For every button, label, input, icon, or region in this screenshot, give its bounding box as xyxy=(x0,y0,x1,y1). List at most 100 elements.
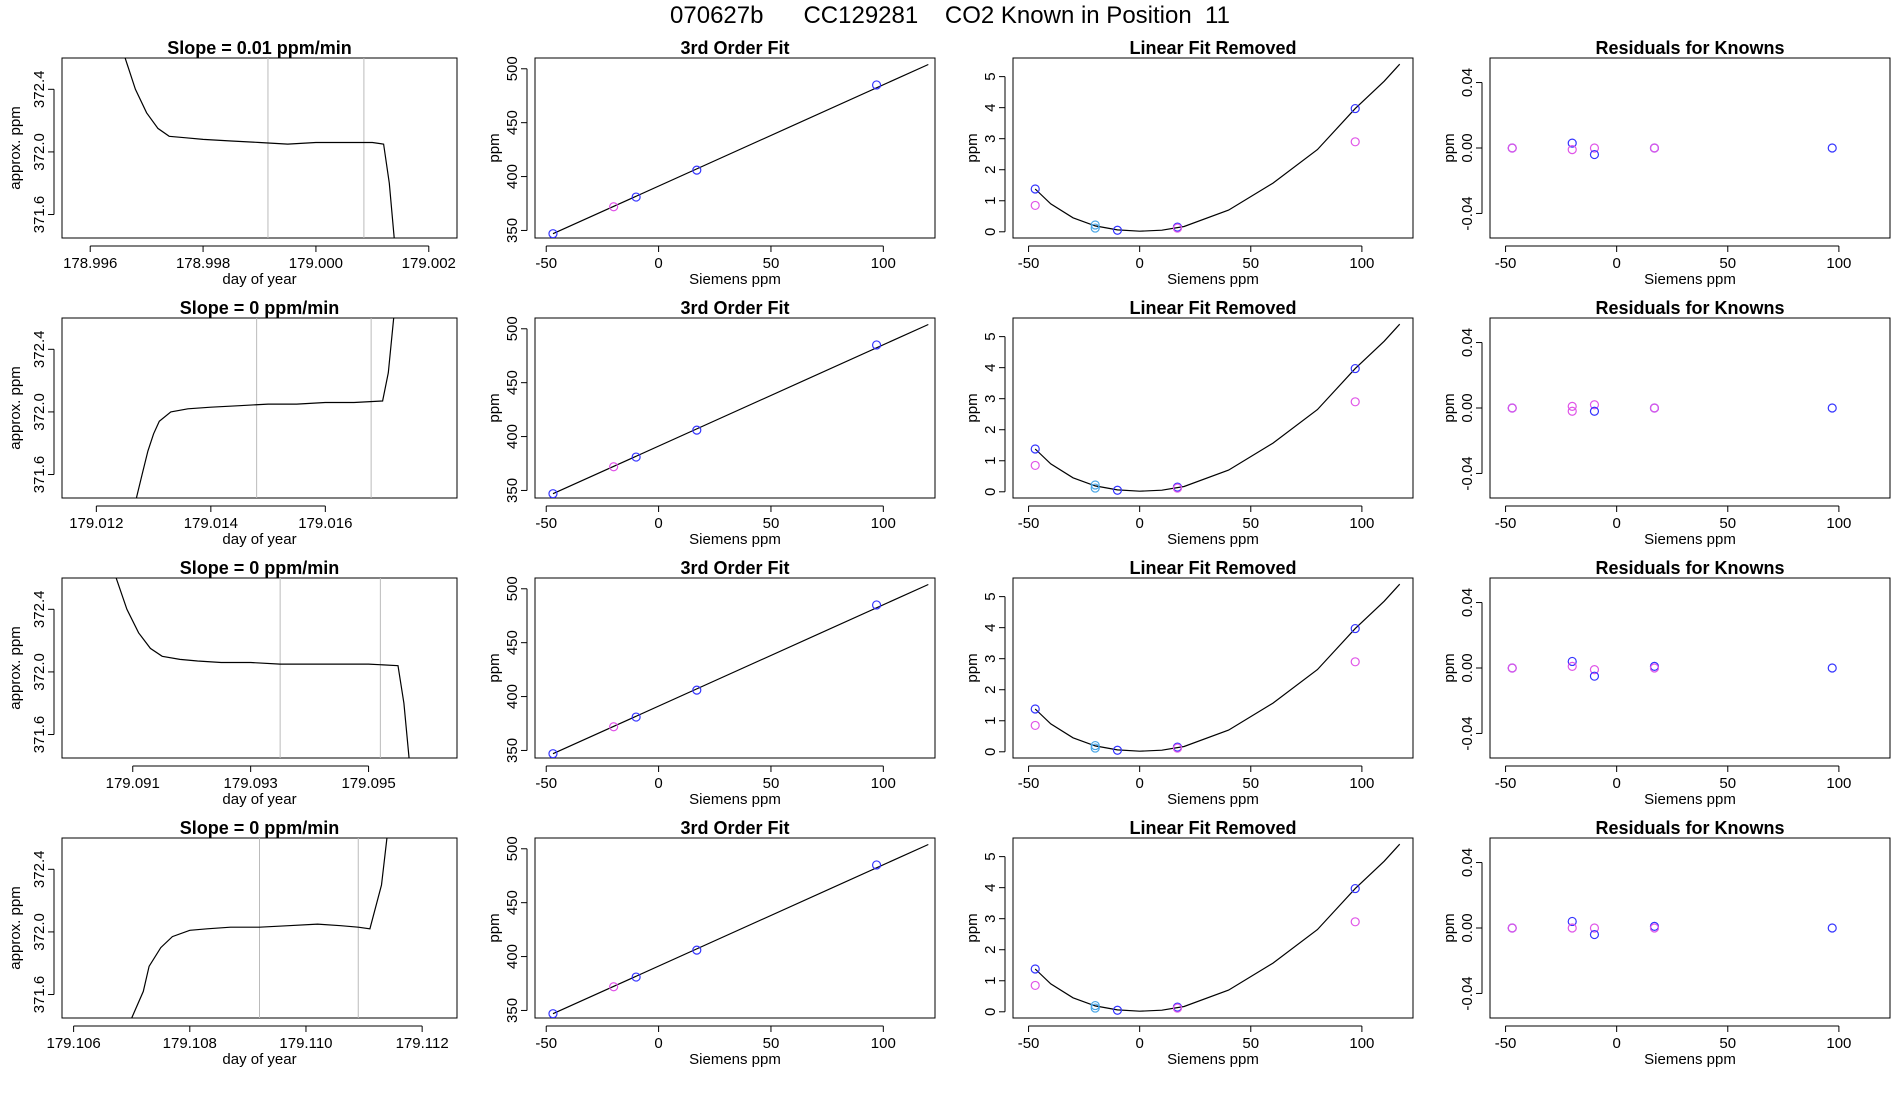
panel-3-2-data-point xyxy=(548,749,558,758)
panel-4-1-title: Slope = 0 ppm/min xyxy=(180,818,340,838)
panel-3-1-ytick-label: 371.6 xyxy=(31,716,48,754)
panel-2-1-xtick-label: 179.012 xyxy=(69,515,123,532)
panel-3-1-xtick-label: 179.093 xyxy=(224,775,278,792)
panel-3-3-data-point xyxy=(1112,745,1123,755)
panel-3-4-data-point xyxy=(1827,663,1837,673)
panel-1-3-title: Linear Fit Removed xyxy=(1129,38,1296,58)
panel-3-4-xtick-label: 100 xyxy=(1826,775,1851,792)
panel-4-4-data-point xyxy=(1507,923,1517,933)
panel-2-3-data-point xyxy=(1350,397,1360,407)
panel-1-3-ytick-label: 3 xyxy=(982,135,999,143)
panel-1-4-data-point xyxy=(1507,143,1517,153)
panel-3-3-ytick-label: 5 xyxy=(982,592,999,600)
panel-4-3-xtick-label: -50 xyxy=(1018,1035,1040,1052)
panel-2-1-xtick-label: 179.016 xyxy=(298,515,352,532)
panel-2-3-xtick-label: -50 xyxy=(1018,515,1040,532)
panel-3-3-title: Linear Fit Removed xyxy=(1129,558,1296,578)
panel-4-2-ylabel: ppm xyxy=(486,913,503,942)
panel-4-1-ytick-label: 371.6 xyxy=(31,976,48,1014)
panel-1-4-data-point xyxy=(1649,143,1660,153)
panel-3-2-xtick-label: 0 xyxy=(654,775,662,792)
panel-1-3-data-point xyxy=(1350,137,1360,147)
panel-3-3-xtick-label: 100 xyxy=(1349,775,1374,792)
panel-2-2-data-point xyxy=(609,462,619,472)
panel-1-2-data-point xyxy=(609,202,619,212)
panel-2-4-xtick-label: 0 xyxy=(1612,515,1620,532)
panel-3-4-data-point xyxy=(1507,663,1517,673)
panel-1-3-data-point xyxy=(1350,103,1360,114)
panel-3-4-data-point xyxy=(1589,671,1600,681)
panel-2-1-series-line xyxy=(135,318,395,498)
panel-1-3-ytick-label: 0 xyxy=(982,228,999,236)
panel-1-1-ytick-label: 372.4 xyxy=(31,71,48,109)
panel-4-4-data-point xyxy=(1649,923,1660,933)
panel-2-2-ytick-label: 350 xyxy=(504,478,521,503)
panel-3-3-data-point xyxy=(1090,743,1100,753)
panel-1-3-ytick-label: 1 xyxy=(982,197,999,205)
panel-3-2-data-point xyxy=(631,712,641,722)
panel-3-2-frame xyxy=(534,577,936,759)
panel-2-3-series-line xyxy=(1034,323,1401,492)
panel-2-1-ytick-label: 371.6 xyxy=(31,456,48,494)
panel-4-1-series-line xyxy=(131,838,388,1018)
figure-title: 070627b CC129281 CO2 Known in Position 1… xyxy=(670,2,1230,29)
panel-2-4-xtick-label: 50 xyxy=(1719,515,1736,532)
panel-1-1-series-line xyxy=(124,58,395,238)
panel-4-3-data-point xyxy=(1172,1003,1183,1013)
panel-3-2-ylabel: ppm xyxy=(486,653,503,682)
panel-4-3-ytick-label: 5 xyxy=(982,852,999,860)
panel-4-3-series-line xyxy=(1034,843,1401,1012)
panel-4-3-xtick-label: 100 xyxy=(1349,1035,1374,1052)
panel-3-4-ylabel: ppm xyxy=(1441,653,1458,682)
panel-4-3-ytick-label: 1 xyxy=(982,977,999,985)
panel-3-1-xtick-label: 179.095 xyxy=(341,775,395,792)
panel-1-1-xtick-label: 178.996 xyxy=(63,255,117,272)
panel-3-4-ytick-label: 0.04 xyxy=(1459,588,1476,617)
panel-2-3-data-point xyxy=(1030,444,1040,454)
panel-3-3-series-line xyxy=(1034,583,1401,752)
panel-3-4-ytick-label: -0.04 xyxy=(1459,716,1476,750)
panel-2-1-xlabel: day of year xyxy=(222,531,296,548)
panel-4-3-data-point xyxy=(1090,1003,1100,1013)
panel-4-3-data-point xyxy=(1350,917,1360,927)
panel-2-2-xtick-label: 0 xyxy=(654,515,662,532)
panel-4-2-xtick-label: 100 xyxy=(871,1035,896,1052)
panel-4-4-ylabel: ppm xyxy=(1441,913,1458,942)
panel-2-4-frame xyxy=(1489,317,1891,499)
panel-1-1-xtick-label: 179.002 xyxy=(402,255,456,272)
panel-1-2-ytick-label: 450 xyxy=(504,110,521,135)
panel-2-2-title: 3rd Order Fit xyxy=(680,298,789,318)
panel-2-2-series-line xyxy=(552,323,929,495)
panel-3-4-xtick-label: -50 xyxy=(1495,775,1517,792)
panel-1-4-data-point xyxy=(1567,145,1577,155)
panel-3-3-data-point xyxy=(1350,657,1360,667)
panel-2-3-xtick-label: 50 xyxy=(1242,515,1259,532)
panel-1-3-data-point xyxy=(1030,200,1040,211)
panel-1-3-ylabel: ppm xyxy=(964,133,981,162)
panel-1-1-title: Slope = 0.01 ppm/min xyxy=(167,38,352,58)
panel-1-1-ytick-label: 371.6 xyxy=(31,196,48,234)
panel-3-3-ylabel: ppm xyxy=(964,653,981,682)
panel-1-4-data-point xyxy=(1567,138,1577,148)
panel-1-4-ytick-label: 0.04 xyxy=(1459,68,1476,97)
panel-2-3-xtick-label: 0 xyxy=(1135,515,1143,532)
panel-4-2-data-point xyxy=(692,945,702,955)
panel-1-3-ytick-label: 2 xyxy=(982,166,999,174)
panel-2-2-ytick-label: 450 xyxy=(504,370,521,395)
panel-2-3-ytick-label: 3 xyxy=(982,395,999,403)
panel-4-3-xlabel: Siemens ppm xyxy=(1167,1051,1259,1068)
panel-2-4-ytick-label: 0.04 xyxy=(1459,328,1476,357)
panel-2-1-ytick-label: 372.0 xyxy=(31,393,48,431)
panel-1-1-ytick-label: 372.0 xyxy=(31,133,48,171)
panel-4-4-data-point xyxy=(1589,929,1600,940)
panel-3-3-xtick-label: 0 xyxy=(1135,775,1143,792)
panel-2-1-ytick-label: 372.4 xyxy=(31,331,48,369)
panel-1-1-xtick-label: 179.000 xyxy=(289,255,343,272)
panel-4-4-frame xyxy=(1489,837,1891,1019)
panel-1-4-frame xyxy=(1489,57,1891,239)
panel-2-2-frame xyxy=(534,317,936,499)
panel-2-3-data-point xyxy=(1090,480,1100,490)
panel-2-2-ylabel: ppm xyxy=(486,393,503,422)
panel-3-2-xtick-label: 50 xyxy=(763,775,780,792)
